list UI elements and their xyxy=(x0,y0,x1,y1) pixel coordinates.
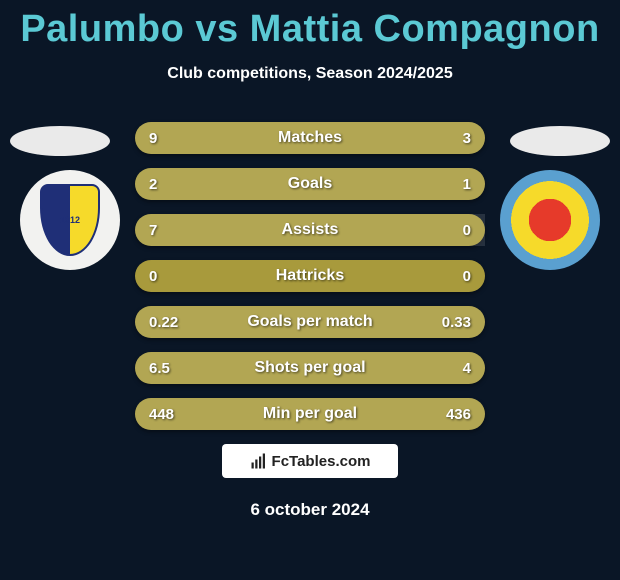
brand-text: FcTables.com xyxy=(272,453,371,470)
stat-row: 7Assists0 xyxy=(135,214,485,246)
stat-row: 0Hattricks0 xyxy=(135,260,485,292)
stat-row: 9Matches3 xyxy=(135,122,485,154)
stat-row: 2Goals1 xyxy=(135,168,485,200)
chart-icon xyxy=(250,452,268,470)
badge-year: 1912 xyxy=(60,215,80,225)
subtitle: Club competitions, Season 2024/2025 xyxy=(0,65,620,83)
brand-logo: FcTables.com xyxy=(222,444,398,478)
value-right: 436 xyxy=(431,406,471,423)
spotlight-left xyxy=(10,126,110,156)
page-title: Palumbo vs Mattia Compagnon xyxy=(0,0,620,51)
value-right: 1 xyxy=(431,176,471,193)
value-right: 3 xyxy=(431,130,471,147)
stat-row: 6.5Shots per goal4 xyxy=(135,352,485,384)
shield-icon: 1912 xyxy=(40,184,100,256)
date-text: 6 october 2024 xyxy=(0,500,620,520)
club-badge-left: 1912 xyxy=(20,170,120,270)
stat-row: 0.22Goals per match0.33 xyxy=(135,306,485,338)
value-right: 0 xyxy=(431,222,471,239)
value-right: 0 xyxy=(431,268,471,285)
value-right: 0.33 xyxy=(431,314,471,331)
club-badge-right xyxy=(500,170,600,270)
stat-row: 448Min per goal436 xyxy=(135,398,485,430)
stat-rows: 9Matches3 2Goals1 7Assists0 0Hattricks0 0.22… xyxy=(135,122,485,444)
value-right: 4 xyxy=(431,360,471,377)
spotlight-right xyxy=(510,126,610,156)
